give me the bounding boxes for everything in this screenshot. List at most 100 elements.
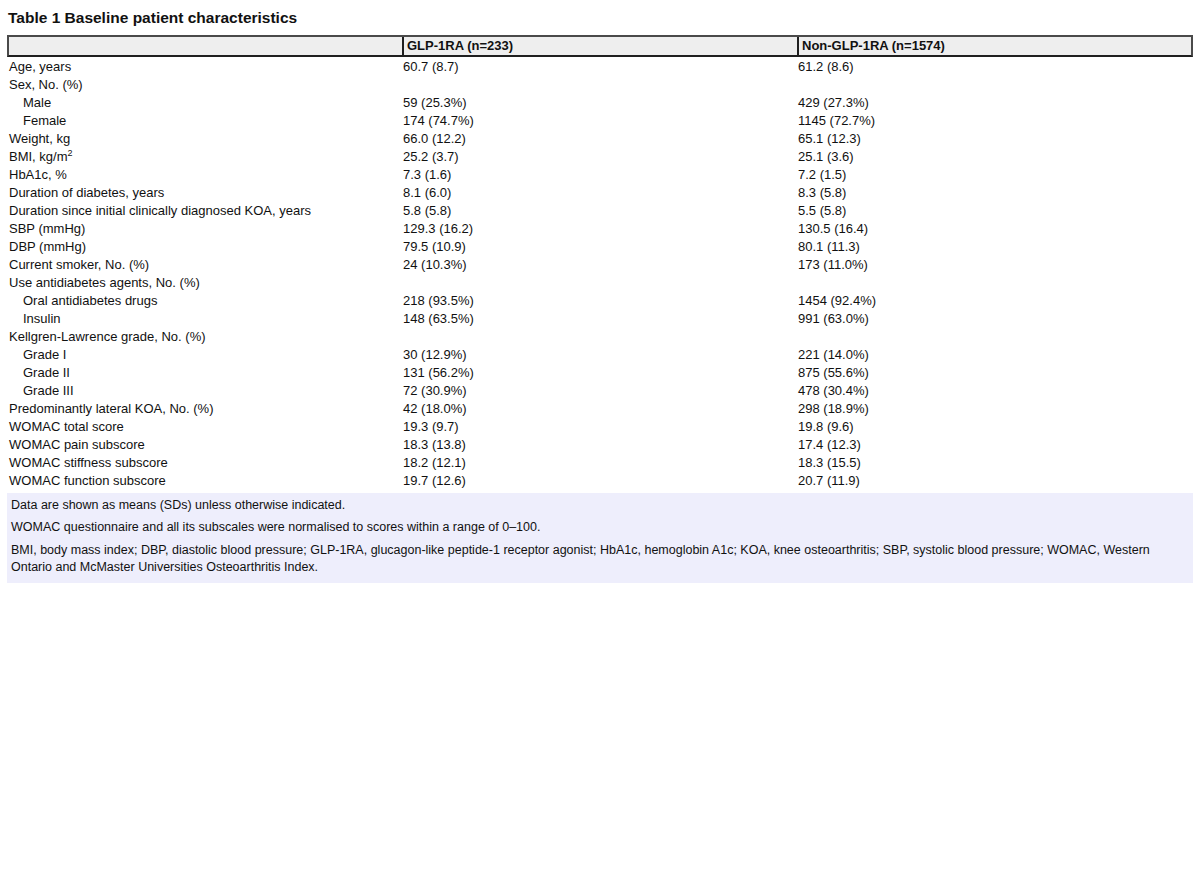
cell-glp1ra-value: 30 (12.9%): [400, 346, 795, 364]
table-row: Male59 (25.3%)429 (27.3%): [7, 94, 1193, 112]
paper-table-figure: Table 1 Baseline patient characteristics…: [0, 0, 1200, 872]
cell-non-glp1ra-value: 18.3 (15.5): [795, 454, 1193, 472]
cell-non-glp1ra-value: 478 (30.4%): [795, 382, 1193, 400]
table-row: Age, years60.7 (8.7)61.2 (8.6): [7, 58, 1193, 76]
table-row: Current smoker, No. (%)24 (10.3%)173 (11…: [7, 256, 1193, 274]
table-row: Grade II131 (56.2%)875 (55.6%): [7, 364, 1193, 382]
table-row: Insulin148 (63.5%)991 (63.0%): [7, 310, 1193, 328]
table-body: Age, years60.7 (8.7)61.2 (8.6)Sex, No. (…: [7, 57, 1193, 490]
cell-non-glp1ra-value: 298 (18.9%): [795, 400, 1193, 418]
row-label: Age, years: [7, 58, 400, 76]
table-row: Grade III72 (30.9%)478 (30.4%): [7, 382, 1193, 400]
cell-non-glp1ra-value: 8.3 (5.8): [795, 184, 1193, 202]
cell-glp1ra-value: 218 (93.5%): [400, 292, 795, 310]
cell-glp1ra-value: 19.3 (9.7): [400, 418, 795, 436]
table-row: DBP (mmHg)79.5 (10.9)80.1 (11.3): [7, 238, 1193, 256]
table-row: Predominantly lateral KOA, No. (%)42 (18…: [7, 400, 1193, 418]
table-row: Grade I30 (12.9%)221 (14.0%): [7, 346, 1193, 364]
table-row: WOMAC stiffness subscore18.2 (12.1)18.3 …: [7, 454, 1193, 472]
table-row: WOMAC total score19.3 (9.7)19.8 (9.6): [7, 418, 1193, 436]
cell-non-glp1ra-value: [795, 328, 1193, 346]
cell-non-glp1ra-value: 5.5 (5.8): [795, 202, 1193, 220]
header-cell-non-glp1ra: Non-GLP-1RA (n=1574): [797, 37, 1191, 55]
cell-glp1ra-value: 42 (18.0%): [400, 400, 795, 418]
row-label: DBP (mmHg): [7, 238, 400, 256]
cell-non-glp1ra-value: 7.2 (1.5): [795, 166, 1193, 184]
table-row: Duration of diabetes, years8.1 (6.0)8.3 …: [7, 184, 1193, 202]
cell-glp1ra-value: 131 (56.2%): [400, 364, 795, 382]
row-label: WOMAC total score: [7, 418, 400, 436]
table-row: Duration since initial clinically diagno…: [7, 202, 1193, 220]
cell-glp1ra-value: 174 (74.7%): [400, 112, 795, 130]
row-label: SBP (mmHg): [7, 220, 400, 238]
cell-glp1ra-value: 18.2 (12.1): [400, 454, 795, 472]
footnote-womac-normalisation: WOMAC questionnaire and all its subscale…: [11, 519, 1187, 536]
table-row: Female174 (74.7%)1145 (72.7%): [7, 112, 1193, 130]
row-label: BMI, kg/m2: [7, 148, 400, 166]
cell-non-glp1ra-value: 65.1 (12.3): [795, 130, 1193, 148]
cell-glp1ra-value: 79.5 (10.9): [400, 238, 795, 256]
cell-non-glp1ra-value: 991 (63.0%): [795, 310, 1193, 328]
table-row: WOMAC pain subscore18.3 (13.8)17.4 (12.3…: [7, 436, 1193, 454]
table-row: Oral antidiabetes drugs218 (93.5%)1454 (…: [7, 292, 1193, 310]
cell-glp1ra-value: [400, 274, 795, 292]
cell-glp1ra-value: 66.0 (12.2): [400, 130, 795, 148]
row-label: Current smoker, No. (%): [7, 256, 400, 274]
cell-glp1ra-value: 148 (63.5%): [400, 310, 795, 328]
row-label: WOMAC pain subscore: [7, 436, 400, 454]
row-label: Grade III: [7, 382, 400, 400]
row-label: Female: [7, 112, 400, 130]
table-row: Use antidiabetes agents, No. (%): [7, 274, 1193, 292]
table-header-row: GLP-1RA (n=233) Non-GLP-1RA (n=1574): [7, 35, 1193, 57]
baseline-characteristics-table: GLP-1RA (n=233) Non-GLP-1RA (n=1574) Age…: [7, 35, 1193, 490]
row-label: Use antidiabetes agents, No. (%): [7, 274, 400, 292]
cell-glp1ra-value: 7.3 (1.6): [400, 166, 795, 184]
cell-non-glp1ra-value: 17.4 (12.3): [795, 436, 1193, 454]
cell-glp1ra-value: 5.8 (5.8): [400, 202, 795, 220]
table-footnotes: Data are shown as means (SDs) unless oth…: [7, 493, 1193, 583]
row-label: HbA1c, %: [7, 166, 400, 184]
row-label: Predominantly lateral KOA, No. (%): [7, 400, 400, 418]
cell-non-glp1ra-value: 1454 (92.4%): [795, 292, 1193, 310]
cell-glp1ra-value: 24 (10.3%): [400, 256, 795, 274]
cell-non-glp1ra-value: 429 (27.3%): [795, 94, 1193, 112]
row-label: Grade I: [7, 346, 400, 364]
cell-non-glp1ra-value: [795, 274, 1193, 292]
table-row: Sex, No. (%): [7, 76, 1193, 94]
row-label: Duration since initial clinically diagno…: [7, 202, 400, 220]
row-label: Male: [7, 94, 400, 112]
table-row: Weight, kg66.0 (12.2)65.1 (12.3): [7, 130, 1193, 148]
cell-non-glp1ra-value: 61.2 (8.6): [795, 58, 1193, 76]
table-row: SBP (mmHg)129.3 (16.2)130.5 (16.4): [7, 220, 1193, 238]
row-label: Kellgren-Lawrence grade, No. (%): [7, 328, 400, 346]
footnote-abbreviations: BMI, body mass index; DBP, diastolic blo…: [11, 542, 1187, 577]
header-cell-glp1ra: GLP-1RA (n=233): [402, 37, 797, 55]
row-label: WOMAC stiffness subscore: [7, 454, 400, 472]
footnote-means-sds: Data are shown as means (SDs) unless oth…: [11, 497, 1187, 514]
row-label: Grade II: [7, 364, 400, 382]
table-row: WOMAC function subscore19.7 (12.6)20.7 (…: [7, 472, 1193, 490]
cell-non-glp1ra-value: 1145 (72.7%): [795, 112, 1193, 130]
cell-glp1ra-value: 72 (30.9%): [400, 382, 795, 400]
cell-glp1ra-value: 18.3 (13.8): [400, 436, 795, 454]
row-label: Oral antidiabetes drugs: [7, 292, 400, 310]
cell-glp1ra-value: 25.2 (3.7): [400, 148, 795, 166]
row-label: Weight, kg: [7, 130, 400, 148]
cell-glp1ra-value: [400, 328, 795, 346]
superscript: 2: [68, 148, 73, 158]
cell-glp1ra-value: [400, 76, 795, 94]
cell-non-glp1ra-value: 25.1 (3.6): [795, 148, 1193, 166]
cell-non-glp1ra-value: [795, 76, 1193, 94]
row-label: Insulin: [7, 310, 400, 328]
cell-non-glp1ra-value: 221 (14.0%): [795, 346, 1193, 364]
cell-glp1ra-value: 59 (25.3%): [400, 94, 795, 112]
cell-non-glp1ra-value: 80.1 (11.3): [795, 238, 1193, 256]
cell-non-glp1ra-value: 173 (11.0%): [795, 256, 1193, 274]
cell-glp1ra-value: 60.7 (8.7): [400, 58, 795, 76]
cell-non-glp1ra-value: 130.5 (16.4): [795, 220, 1193, 238]
row-label: WOMAC function subscore: [7, 472, 400, 490]
table-title: Table 1 Baseline patient characteristics: [0, 0, 1200, 35]
row-label: Sex, No. (%): [7, 76, 400, 94]
cell-non-glp1ra-value: 20.7 (11.9): [795, 472, 1193, 490]
table-row: Kellgren-Lawrence grade, No. (%): [7, 328, 1193, 346]
